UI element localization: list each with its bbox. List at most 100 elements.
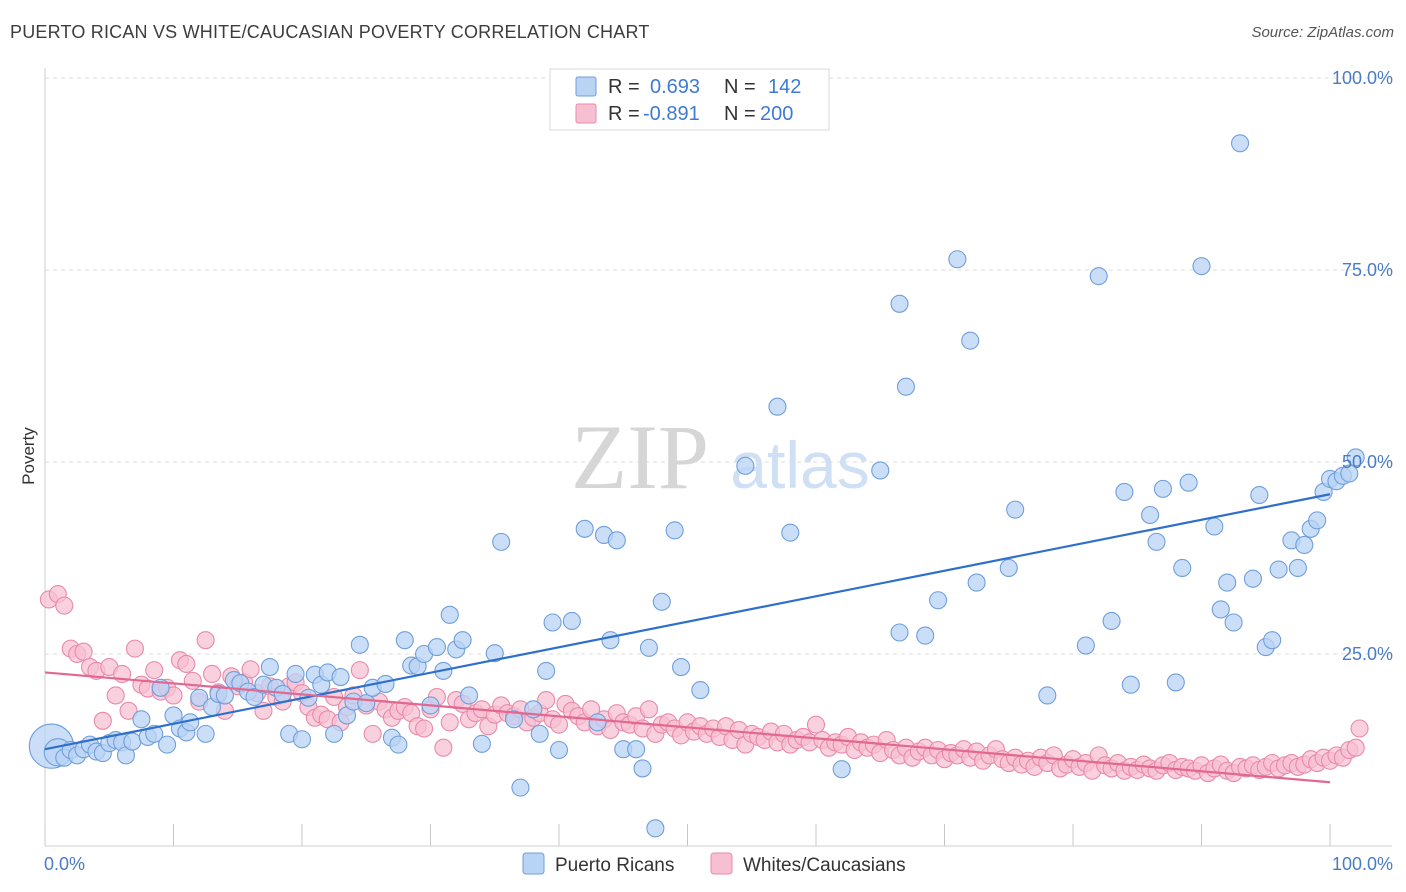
puerto-rican-trend-line — [44, 493, 1331, 751]
whites-point — [177, 654, 196, 674]
puerto-rican-point — [1263, 631, 1282, 650]
puerto-rican-point — [633, 759, 652, 778]
puerto-rican-point — [1192, 257, 1211, 276]
axes — [44, 68, 1392, 847]
puerto-rican-point — [1038, 686, 1057, 705]
puerto-rican-point — [627, 740, 646, 759]
puerto-rican-point — [736, 456, 755, 475]
puerto-rican-point — [145, 724, 164, 743]
whites-point — [1350, 719, 1369, 738]
puerto-rican-point — [530, 724, 549, 743]
puerto-rican-point — [1288, 558, 1307, 578]
puerto-rican-point — [537, 661, 556, 680]
puerto-rican-point — [1295, 535, 1314, 554]
puerto-rican-point — [286, 664, 305, 684]
legend-swatch-puerto-ricans — [575, 76, 597, 97]
puerto-rican-point — [871, 461, 890, 480]
y-tick-labels: 25.0% 50.0% 75.0% 100.0% — [1332, 68, 1393, 664]
watermark: ZIP atlas — [571, 406, 870, 508]
whites-point — [119, 701, 138, 720]
puerto-rican-point — [896, 377, 916, 396]
bottom-legend-label-whites: Whites/Caucasians — [743, 855, 906, 876]
whites-point — [93, 711, 112, 730]
puerto-rican-point — [1269, 560, 1288, 579]
puerto-rican-point — [916, 626, 935, 645]
puerto-rican-point — [665, 521, 684, 540]
puerto-rican-point — [646, 819, 665, 838]
y-tick-label: 100.0% — [1332, 68, 1393, 88]
whites-point — [196, 631, 215, 650]
puerto-rican-point — [215, 686, 234, 705]
puerto-rican-point — [1147, 532, 1166, 551]
bottom-legend-label-puerto-ricans: Puerto Ricans — [555, 855, 674, 876]
x-tick-label: 100.0% — [1332, 854, 1393, 874]
puerto-rican-point — [1153, 479, 1172, 498]
y-tick-label: 25.0% — [1342, 644, 1393, 664]
bottom-legend: Puerto Ricans Whites/Caucasians — [522, 852, 906, 876]
puerto-rican-point — [1224, 613, 1243, 632]
puerto-rican-point — [1308, 511, 1327, 530]
puerto-rican-point — [1243, 569, 1262, 588]
puerto-rican-point — [1205, 517, 1224, 536]
puerto-rican-point — [691, 681, 710, 700]
puerto-rican-point — [158, 735, 177, 754]
puerto-rican-point — [1141, 505, 1160, 525]
puerto-rican-point — [652, 592, 671, 611]
puerto-rican-point — [549, 740, 569, 760]
whites-point — [639, 700, 659, 719]
puerto-rican-point — [601, 631, 620, 650]
whites-point — [363, 724, 382, 743]
whites-point — [415, 719, 434, 738]
puerto-rican-point — [453, 631, 472, 650]
puerto-rican-point — [440, 605, 459, 624]
trend-lines — [44, 493, 1331, 784]
puerto-rican-point — [832, 760, 851, 779]
puerto-rican-point — [1179, 473, 1198, 492]
y-tick-label: 75.0% — [1342, 260, 1393, 280]
legend-r-value: 0.693 — [650, 76, 700, 98]
puerto-rican-point — [1173, 558, 1192, 578]
legend-r-label: R = — [608, 76, 640, 98]
y-axis-label: Poverty — [19, 427, 38, 485]
legend-n-value: 200 — [760, 103, 793, 125]
whites-point — [440, 713, 459, 732]
puerto-rican-point — [1346, 448, 1365, 467]
puerto-rican-points — [28, 134, 1365, 838]
puerto-rican-point — [1102, 611, 1121, 631]
watermark-zip: ZIP — [571, 406, 709, 508]
puerto-rican-point — [588, 713, 607, 732]
x-tick-labels: 0.0% 100.0% — [44, 854, 1393, 874]
puerto-rican-point — [350, 635, 369, 654]
puerto-rican-point — [929, 591, 948, 610]
puerto-rican-point — [999, 558, 1018, 578]
grid-lines — [45, 77, 1392, 655]
puerto-rican-point — [1211, 600, 1230, 619]
whites-point — [74, 642, 93, 661]
puerto-rican-point — [1250, 485, 1269, 505]
puerto-rican-point — [1218, 573, 1237, 592]
puerto-rican-point — [1121, 675, 1140, 694]
chart-title: PUERTO RICAN VS WHITE/CAUCASIAN POVERTY … — [10, 22, 650, 42]
puerto-rican-point — [485, 644, 504, 663]
whites-point — [106, 686, 125, 705]
puerto-rican-point — [1115, 482, 1134, 502]
puerto-rican-point — [389, 735, 408, 754]
legend-n-label: N = — [724, 76, 756, 98]
puerto-rican-point — [504, 710, 524, 729]
puerto-rican-point — [459, 686, 479, 705]
y-tick-label: 50.0% — [1342, 452, 1393, 472]
bottom-legend-swatch-whites — [710, 852, 733, 875]
puerto-rican-point — [562, 611, 581, 631]
puerto-rican-point — [967, 573, 986, 592]
puerto-rican-point — [768, 397, 787, 416]
puerto-rican-point — [890, 623, 909, 642]
puerto-rican-point — [292, 730, 312, 749]
puerto-rican-point — [190, 688, 209, 707]
puerto-rican-point — [575, 519, 594, 538]
puerto-rican-point — [607, 531, 626, 550]
puerto-rican-point — [1231, 134, 1250, 153]
legend-n-label: N = — [724, 103, 756, 125]
legend-r-value: -0.891 — [643, 103, 700, 125]
puerto-rican-point — [961, 331, 980, 350]
whites-point — [241, 660, 260, 679]
